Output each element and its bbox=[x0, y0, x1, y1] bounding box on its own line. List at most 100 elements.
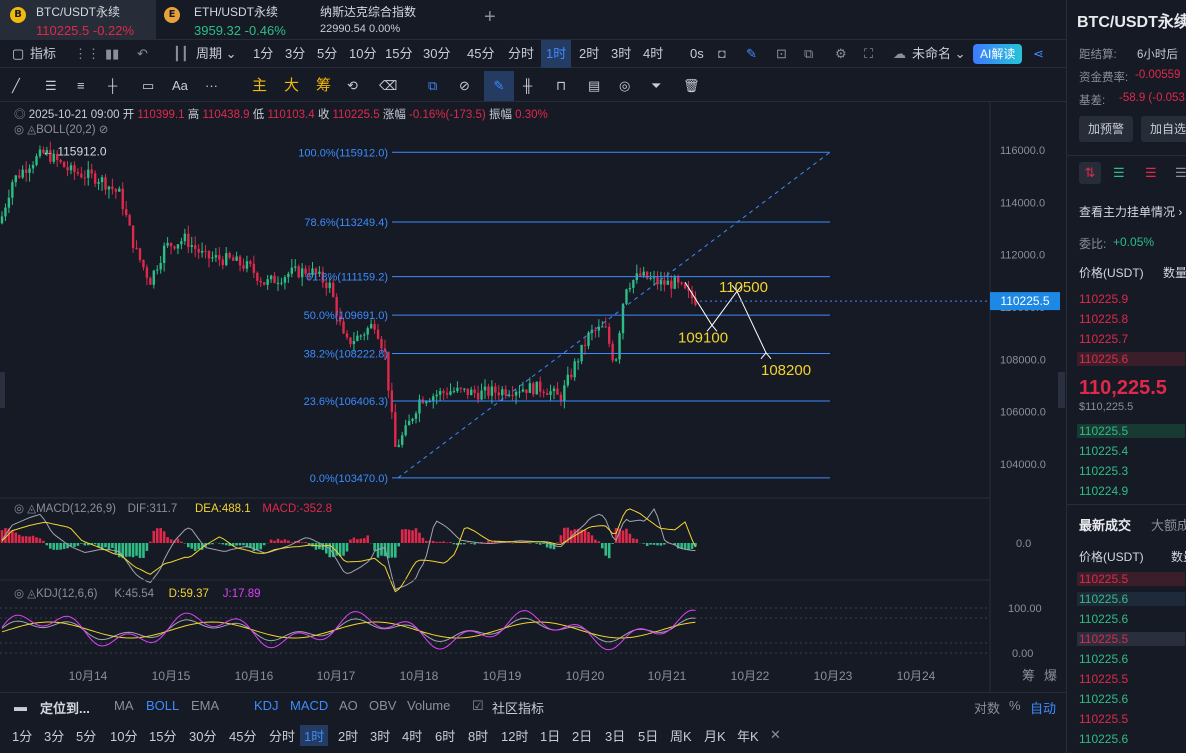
copy-icon[interactable]: ⧉ bbox=[428, 78, 438, 93]
indicator-volume[interactable]: Volume bbox=[407, 698, 451, 713]
interval-1[interactable]: 3分 bbox=[285, 46, 306, 61]
parallel-icon[interactable]: ≡ bbox=[77, 78, 85, 93]
bar-style-icon[interactable]: ▮▮ bbox=[105, 46, 120, 61]
period-dropdown[interactable]: 周期 ⌄ bbox=[196, 46, 237, 61]
bottom-interval-10[interactable]: 3时 bbox=[370, 729, 391, 744]
bottom-interval-7[interactable]: 分时 bbox=[269, 729, 296, 744]
compare-icon[interactable]: ⋮⋮ bbox=[74, 46, 100, 61]
add-favorite-button[interactable]: 加自选 bbox=[1141, 116, 1186, 142]
bottom-interval-18[interactable]: 5日 bbox=[638, 729, 659, 744]
trash-icon[interactable]: 🗑 bbox=[683, 78, 700, 93]
bottom-interval-4[interactable]: 15分 bbox=[149, 729, 177, 744]
indicator-boll[interactable]: BOLL bbox=[146, 698, 180, 713]
chip-tool[interactable]: 筹 bbox=[316, 77, 332, 94]
candles-icon[interactable]: ╫ bbox=[523, 78, 533, 93]
ask-row[interactable]: 110225.7 bbox=[1079, 332, 1129, 346]
multi-line-icon[interactable]: ☰ bbox=[45, 78, 57, 93]
magnet-icon[interactable]: ⟲ bbox=[347, 78, 358, 93]
bottom-interval-14[interactable]: 12时 bbox=[501, 729, 529, 744]
indicator-ema[interactable]: EMA bbox=[191, 698, 220, 713]
book-both-icon[interactable]: ⇅ bbox=[1079, 162, 1101, 184]
fullscreen-icon[interactable]: ⛶ bbox=[864, 46, 874, 61]
projection-path[interactable] bbox=[684, 281, 767, 354]
close-icon[interactable]: ✕ bbox=[770, 727, 781, 742]
interval-10[interactable]: 3时 bbox=[611, 46, 632, 61]
chart-type-icon[interactable]: ┃┃ bbox=[173, 46, 189, 61]
indicator-ao[interactable]: AO bbox=[339, 698, 358, 713]
indicator-icon[interactable]: ▢ bbox=[12, 46, 25, 61]
boll-legend[interactable]: ◎ ◬BOLL(20,2) ⊘ bbox=[14, 124, 109, 136]
main-force-tool[interactable]: 主 bbox=[252, 77, 268, 94]
interval-6[interactable]: 45分 bbox=[467, 46, 495, 61]
visibility-icon[interactable]: ◎ bbox=[619, 78, 631, 93]
big-order-tool[interactable]: 大 bbox=[284, 77, 300, 94]
book-more-icon[interactable]: ☰ bbox=[1175, 165, 1186, 180]
note-icon[interactable]: ▤ bbox=[588, 78, 601, 93]
bid-row[interactable]: 110224.9 bbox=[1079, 484, 1129, 498]
rect-icon[interactable]: ▭ bbox=[142, 78, 155, 93]
bottom-interval-3[interactable]: 10分 bbox=[110, 729, 138, 744]
log-toggle[interactable]: 对数 bbox=[974, 701, 1001, 716]
draw-mode-icon[interactable]: ✎ bbox=[484, 71, 514, 101]
text-tool[interactable]: Aa bbox=[172, 78, 188, 93]
bottom-interval-8[interactable]: 1时 bbox=[300, 725, 329, 746]
bottom-interval-0[interactable]: 1分 bbox=[12, 729, 33, 744]
ask-row[interactable]: 110225.6 bbox=[1077, 352, 1185, 366]
cloud-icon[interactable]: ☁ bbox=[893, 46, 906, 61]
bottom-interval-20[interactable]: 月K bbox=[704, 729, 726, 744]
eraser-icon[interactable]: ⌫ bbox=[379, 78, 398, 93]
interval-11[interactable]: 4时 bbox=[643, 46, 664, 61]
locate-icon[interactable]: ▬ bbox=[14, 699, 27, 714]
undo-icon[interactable]: ↶ bbox=[137, 46, 148, 61]
bottom-interval-13[interactable]: 8时 bbox=[468, 729, 489, 744]
bottom-interval-17[interactable]: 3日 bbox=[605, 729, 626, 744]
indicator-macd[interactable]: MACD bbox=[290, 698, 329, 713]
trendline-icon[interactable]: ╱ bbox=[12, 78, 20, 93]
liquidation-corner-icon[interactable]: 爆 bbox=[1044, 669, 1057, 684]
hline-icon[interactable]: ┼ bbox=[108, 78, 118, 93]
layout-dropdown[interactable]: 未命名 ⌄ bbox=[912, 46, 966, 61]
bottom-interval-2[interactable]: 5分 bbox=[76, 729, 97, 744]
left-panel-handle[interactable] bbox=[0, 372, 5, 408]
ask-row[interactable]: 110225.8 bbox=[1079, 312, 1129, 326]
interval-0[interactable]: 1分 bbox=[253, 46, 274, 61]
indicator-ma[interactable]: MA bbox=[114, 698, 134, 713]
book-asks-icon[interactable]: ☰ bbox=[1145, 165, 1157, 180]
chip-corner-icon[interactable]: 筹 bbox=[1022, 668, 1035, 684]
bottom-interval-5[interactable]: 30分 bbox=[189, 729, 217, 744]
interval-2[interactable]: 5分 bbox=[317, 46, 338, 61]
auto-toggle[interactable]: 自动 bbox=[1030, 701, 1057, 716]
indicator-obv[interactable]: OBV bbox=[369, 698, 397, 713]
add-alert-button[interactable]: 加预警 bbox=[1079, 116, 1133, 142]
tab-btc[interactable]: B BTC/USDT永续 110225.5 -0.22% bbox=[0, 0, 156, 40]
right-panel-handle[interactable] bbox=[1058, 372, 1065, 408]
link-icon[interactable]: ⊘ bbox=[459, 78, 470, 93]
ask-row[interactable]: 110225.9 bbox=[1079, 292, 1129, 306]
interval-9[interactable]: 2时 bbox=[579, 46, 600, 61]
bid-row[interactable]: 110225.5 bbox=[1077, 424, 1185, 438]
bid-row[interactable]: 110225.3 bbox=[1079, 464, 1129, 478]
camera-icon[interactable]: ◘ bbox=[718, 46, 726, 61]
bottom-interval-12[interactable]: 6时 bbox=[435, 729, 456, 744]
add-tab-icon[interactable]: + bbox=[484, 6, 496, 28]
fib-trend-line[interactable] bbox=[397, 151, 831, 479]
bid-row[interactable]: 110225.4 bbox=[1079, 444, 1129, 458]
indicator-button[interactable]: 指标 bbox=[30, 46, 57, 61]
window-icon[interactable]: ⊡ bbox=[776, 46, 787, 61]
bottom-interval-9[interactable]: 2时 bbox=[338, 729, 359, 744]
bottom-interval-19[interactable]: 周K bbox=[670, 729, 692, 744]
indicator-kdj[interactable]: KDJ bbox=[254, 698, 279, 713]
bottom-interval-15[interactable]: 1日 bbox=[540, 729, 561, 744]
interval-8[interactable]: 1时 bbox=[541, 40, 572, 68]
interval-5[interactable]: 30分 bbox=[423, 46, 451, 61]
bottom-interval-11[interactable]: 4时 bbox=[402, 729, 423, 744]
big-trades-tab[interactable]: 大额成 bbox=[1151, 518, 1186, 533]
community-indicators[interactable]: 社区指标 bbox=[492, 701, 545, 716]
seconds-button[interactable]: 0s bbox=[690, 46, 704, 61]
bottom-interval-1[interactable]: 3分 bbox=[44, 729, 65, 744]
tab-eth[interactable]: E ETH/USDT永续 3959.32 -0.46% bbox=[158, 0, 308, 40]
template-icon[interactable]: ⧉ bbox=[804, 46, 814, 61]
share-icon[interactable]: ⋖ bbox=[1033, 46, 1044, 61]
ai-button[interactable]: AI解读 bbox=[973, 44, 1023, 64]
locate-button[interactable]: 定位到... bbox=[40, 701, 90, 716]
